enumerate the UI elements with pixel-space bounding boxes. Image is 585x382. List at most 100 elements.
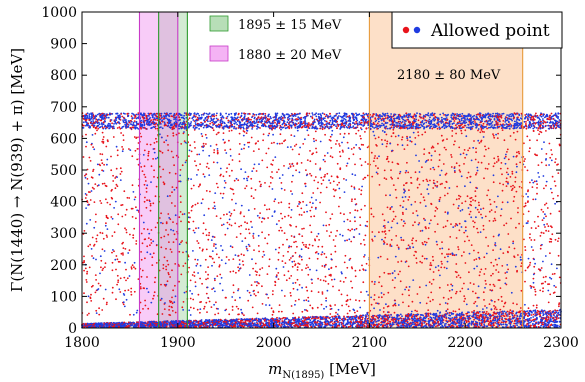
data-point — [514, 138, 517, 141]
data-point — [91, 114, 93, 117]
data-point — [492, 272, 494, 275]
data-point — [487, 115, 490, 118]
data-point — [243, 147, 245, 150]
data-point — [509, 118, 512, 121]
data-point — [238, 153, 241, 156]
data-point — [146, 276, 148, 278]
data-point — [413, 254, 415, 257]
data-point — [207, 207, 210, 210]
data-point — [82, 156, 85, 158]
data-point — [375, 119, 378, 122]
data-point — [213, 115, 216, 118]
data-point — [512, 240, 515, 243]
data-point — [184, 123, 187, 126]
data-point — [458, 205, 460, 207]
data-point — [142, 154, 145, 156]
data-point — [86, 270, 89, 273]
data-point — [315, 199, 317, 201]
data-point — [114, 187, 117, 190]
data-point — [83, 269, 85, 272]
data-point — [547, 301, 550, 304]
data-point — [418, 222, 421, 224]
data-point — [529, 181, 531, 184]
data-point — [224, 309, 227, 312]
data-point — [540, 115, 543, 118]
data-point — [476, 169, 479, 172]
data-point — [88, 113, 91, 116]
data-point — [128, 249, 131, 252]
data-point — [194, 147, 196, 149]
data-point — [296, 205, 299, 208]
data-point — [106, 163, 108, 166]
data-point — [150, 165, 153, 168]
data-point — [228, 313, 231, 316]
data-point — [214, 290, 216, 293]
data-point — [535, 304, 538, 307]
data-point — [291, 265, 294, 268]
data-point — [223, 142, 226, 144]
data-point — [366, 225, 368, 228]
data-point — [237, 113, 240, 116]
data-point — [504, 117, 507, 120]
data-point — [474, 124, 477, 127]
data-point — [95, 237, 98, 240]
data-point — [415, 123, 418, 126]
data-point — [506, 264, 509, 266]
data-point — [325, 299, 327, 302]
data-point — [339, 168, 342, 171]
data-point — [173, 301, 176, 304]
data-point — [246, 120, 249, 123]
data-point — [347, 124, 350, 127]
data-point — [388, 115, 391, 118]
data-point — [201, 198, 204, 201]
data-point — [189, 314, 192, 316]
data-point — [203, 175, 206, 178]
data-point — [325, 211, 327, 214]
data-point — [344, 121, 347, 124]
data-point — [484, 305, 486, 307]
data-point — [230, 118, 233, 120]
data-point — [523, 142, 525, 145]
data-point — [396, 124, 398, 127]
data-point — [478, 204, 480, 207]
data-point — [338, 181, 340, 184]
data-point — [99, 255, 102, 258]
data-point — [513, 195, 516, 198]
data-point — [548, 164, 550, 166]
data-point — [289, 166, 292, 168]
data-point — [261, 125, 263, 127]
data-point — [383, 271, 386, 274]
data-point — [320, 253, 323, 256]
data-point — [174, 311, 177, 314]
data-point — [148, 232, 151, 235]
data-point — [396, 143, 399, 146]
data-point — [460, 254, 463, 257]
data-point — [338, 145, 341, 147]
data-point — [306, 159, 309, 162]
data-point — [423, 127, 425, 130]
data-point — [223, 180, 226, 182]
data-point — [426, 180, 429, 183]
data-point — [525, 193, 528, 195]
data-point — [476, 208, 479, 211]
data-point — [460, 129, 463, 132]
data-point — [495, 269, 497, 271]
data-point — [362, 115, 365, 118]
data-point — [494, 242, 497, 244]
data-point — [251, 306, 254, 309]
data-point — [390, 117, 392, 120]
data-point — [321, 293, 324, 295]
data-point — [271, 120, 274, 123]
data-point — [309, 172, 311, 175]
data-point — [442, 118, 445, 120]
data-point — [127, 124, 130, 126]
data-point — [250, 177, 253, 180]
data-point — [364, 204, 366, 207]
data-point — [290, 224, 292, 227]
data-point — [235, 271, 237, 274]
data-point — [502, 127, 504, 129]
data-point — [351, 126, 353, 129]
data-point — [537, 120, 540, 123]
data-point — [154, 226, 157, 229]
data-point — [87, 204, 89, 206]
